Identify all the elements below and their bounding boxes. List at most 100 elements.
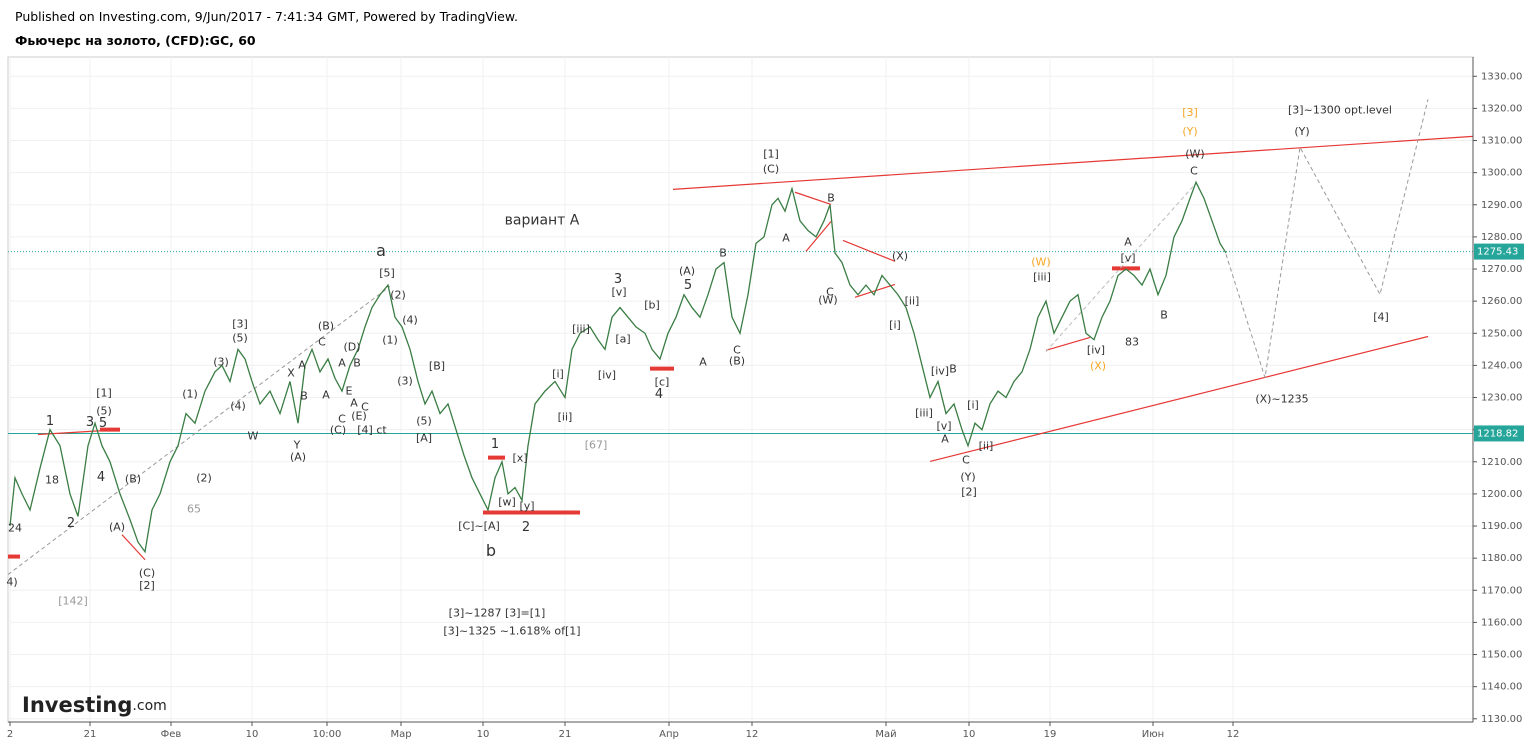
x-tick-label: 2 [7, 729, 13, 740]
wave-label: [x] [512, 452, 527, 465]
y-tick-label: 1180.00 [1481, 553, 1522, 564]
wave-label: [3]~1300 opt.level [1288, 103, 1392, 116]
wave-label: [i] [889, 319, 901, 332]
wave-label: A [338, 356, 346, 369]
wave-label: (Y) [1294, 125, 1309, 138]
wave-label: (1) [382, 333, 398, 346]
wave-label: 65 [187, 503, 201, 516]
trend-line [929, 335, 1429, 463]
wave-label: B [300, 390, 308, 403]
wave-label: 2 [67, 516, 75, 531]
y-tick-label: 1250.00 [1481, 328, 1522, 339]
wave-label: (C) [330, 424, 346, 437]
wave-label: [1] [763, 147, 779, 160]
x-tick-label: Апр [659, 729, 679, 740]
price-tag [1474, 425, 1524, 442]
wave-label: [4] ct [357, 424, 387, 437]
wave-label: [ii] [979, 440, 994, 453]
wave-label: B [827, 191, 835, 204]
logo-name: Investing [22, 693, 132, 717]
x-tick-label: 10:00 [313, 729, 342, 740]
wave-label: 18 [45, 473, 59, 486]
logo-suffix: .com [132, 698, 166, 714]
x-tick-label: 12 [746, 729, 759, 740]
wave-label: [v] [936, 419, 951, 432]
price-line-series [9, 180, 1227, 554]
wave-label: (2) [196, 471, 212, 484]
y-tick-label: 1150.00 [1481, 650, 1522, 661]
y-tick-label: 1230.00 [1481, 393, 1522, 404]
y-tick-label: 1140.00 [1481, 682, 1522, 693]
x-tick-label: 12 [1227, 729, 1240, 740]
wave-label: (D) [343, 340, 360, 353]
trend-line [1045, 336, 1091, 351]
wave-label: [iii] [915, 407, 933, 420]
wave-label: b [486, 541, 496, 560]
wave-label: (A) [109, 521, 125, 534]
wave-label: B [1160, 308, 1168, 321]
trend-line [7, 285, 391, 575]
y-tick-label: 1160.00 [1481, 617, 1522, 628]
trend-line [121, 534, 146, 561]
y-tick-label: 1310.00 [1481, 136, 1522, 147]
y-tick-label: 1170.00 [1481, 585, 1522, 596]
wave-label: 3 [86, 415, 94, 430]
price-tag-label: 1275.43 [1477, 247, 1518, 258]
wave-label: (B) [729, 355, 745, 368]
wave-label: X [287, 366, 295, 379]
wave-label: [iv] [598, 368, 616, 381]
wave-label: B [719, 246, 727, 259]
wave-label: [iv] [931, 365, 949, 378]
wave-label: A [322, 389, 330, 402]
wave-label: 83 [1125, 336, 1139, 349]
wave-label: 1 [491, 437, 499, 452]
wave-label: C [361, 400, 369, 413]
wave-label: C [318, 336, 326, 349]
wave-label: (5) [232, 331, 248, 344]
wave-label: (A) [290, 451, 306, 464]
wave-label: [4] [1373, 311, 1389, 324]
x-tick-label: 21 [84, 729, 97, 740]
wave-label: [a] [615, 332, 630, 345]
wave-label: [c] [655, 375, 670, 388]
wave-label: A [782, 232, 790, 245]
x-tick-label: 10 [963, 729, 976, 740]
wave-label: (4) [402, 313, 418, 326]
wave-label: B [353, 356, 361, 369]
wave-label: B [949, 363, 957, 376]
wave-label: [b] [644, 298, 660, 311]
x-tick-label: Фев [161, 729, 182, 740]
wave-label: (W) [1031, 255, 1050, 268]
wave-label: [i] [552, 367, 564, 380]
wave-label: [i] [967, 399, 979, 412]
wave-label: (2) [390, 288, 406, 301]
logo: Investing.com [22, 693, 167, 717]
wave-label: [5] [379, 267, 395, 280]
wave-label: [A] [416, 432, 432, 445]
wave-label: [2] [961, 486, 977, 499]
wave-label: 24 [8, 522, 22, 535]
wave-label: (B) [125, 472, 141, 485]
wave-label: вариант А [505, 213, 580, 229]
y-tick-label: 1280.00 [1481, 232, 1522, 243]
wave-label: A [941, 433, 949, 446]
wave-label: (3) [213, 356, 229, 369]
wave-label: A [298, 358, 306, 371]
trend-line [1045, 183, 1196, 352]
wave-label: [v] [611, 285, 626, 298]
wave-label: (X) [892, 250, 908, 263]
wave-label: 2 [522, 520, 530, 535]
wave-label: [iii] [1033, 270, 1051, 283]
y-tick-label: 1200.00 [1481, 489, 1522, 500]
trend-line [805, 221, 832, 252]
wave-label: (E) [351, 409, 367, 422]
wave-label: 1 [46, 414, 54, 429]
wave-label: [C]~[A] [458, 520, 500, 533]
wave-label: 3 [614, 272, 622, 287]
y-tick-label: 1210.00 [1481, 457, 1522, 468]
wave-label: [3]~1325 ~1.618% of[1] [443, 625, 580, 638]
wave-label: A [699, 356, 707, 369]
plot-area [7, 57, 1474, 722]
trend-line [1225, 99, 1429, 378]
